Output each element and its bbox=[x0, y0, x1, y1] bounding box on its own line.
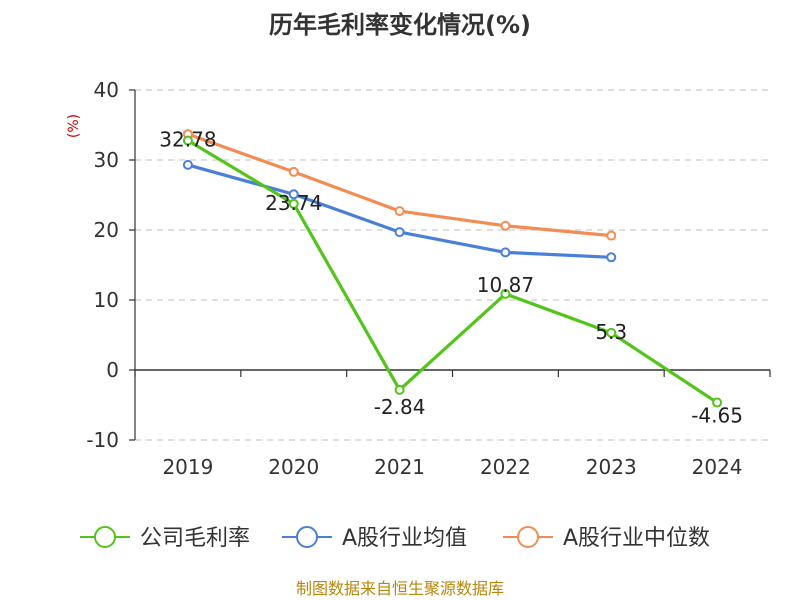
x-tick-label: 2021 bbox=[374, 455, 425, 479]
legend-swatch-marker bbox=[94, 526, 116, 548]
data-point bbox=[288, 189, 299, 200]
data-point bbox=[606, 327, 617, 338]
data-point bbox=[712, 397, 723, 408]
data-label: 32.78 bbox=[159, 128, 216, 152]
data-point bbox=[500, 220, 511, 231]
data-point bbox=[500, 247, 511, 258]
series-lines bbox=[182, 129, 723, 408]
grid-lines bbox=[135, 89, 770, 441]
data-point bbox=[288, 198, 299, 209]
data-label: -2.84 bbox=[374, 395, 426, 419]
data-labels: 32.78 23.74 -2.84 10.87 5.3 -4.65 bbox=[159, 128, 743, 428]
legend-item[interactable]: 公司毛利率 bbox=[80, 526, 250, 551]
x-tick-label: 2023 bbox=[586, 455, 637, 479]
data-point bbox=[288, 166, 299, 177]
legend-swatch-marker bbox=[296, 526, 318, 548]
axes: 40 30 20 10 0 -10 2019 2020 2021 2022 2023 2024 bbox=[86, 78, 771, 479]
data-point bbox=[606, 252, 617, 263]
x-tick-label: 2022 bbox=[480, 455, 531, 479]
data-label: 5.3 bbox=[595, 320, 627, 344]
legend-label: 公司毛利率 bbox=[140, 526, 250, 551]
legend-label: A股行业中位数 bbox=[563, 526, 710, 551]
legend-item[interactable]: A股行业均值 bbox=[282, 526, 467, 551]
y-axis-unit-label: (%) bbox=[66, 114, 82, 138]
x-tick-label: 2020 bbox=[268, 455, 319, 479]
data-point bbox=[394, 384, 405, 395]
data-label: 23.74 bbox=[265, 191, 322, 215]
x-tick-label: 2019 bbox=[162, 455, 213, 479]
data-point bbox=[500, 288, 511, 299]
data-point bbox=[394, 206, 405, 217]
y-tick-label: 20 bbox=[94, 218, 119, 242]
data-point bbox=[182, 159, 193, 170]
legend: 公司毛利率 A股行业均值 A股行业中位数 bbox=[80, 526, 710, 551]
y-tick-label: 10 bbox=[94, 288, 119, 312]
data-point bbox=[394, 227, 405, 238]
x-tick-label: 2024 bbox=[692, 455, 743, 479]
y-tick-label: 0 bbox=[106, 358, 119, 382]
source-caption: 制图数据来自恒生聚源数据库 bbox=[296, 579, 504, 598]
legend-swatch-marker bbox=[517, 526, 539, 548]
data-label: 10.87 bbox=[477, 273, 534, 297]
legend-label: A股行业均值 bbox=[342, 526, 467, 551]
y-tick-label: -10 bbox=[86, 428, 119, 452]
series-line bbox=[186, 132, 613, 238]
y-tick-label: 30 bbox=[94, 148, 119, 172]
data-point bbox=[606, 230, 617, 241]
series-line bbox=[186, 138, 719, 405]
y-tick-label: 40 bbox=[94, 78, 119, 102]
chart-title: 历年毛利率变化情况(%) bbox=[269, 11, 531, 39]
data-point bbox=[182, 135, 193, 146]
data-label: -4.65 bbox=[691, 404, 743, 428]
legend-item[interactable]: A股行业中位数 bbox=[503, 526, 710, 551]
